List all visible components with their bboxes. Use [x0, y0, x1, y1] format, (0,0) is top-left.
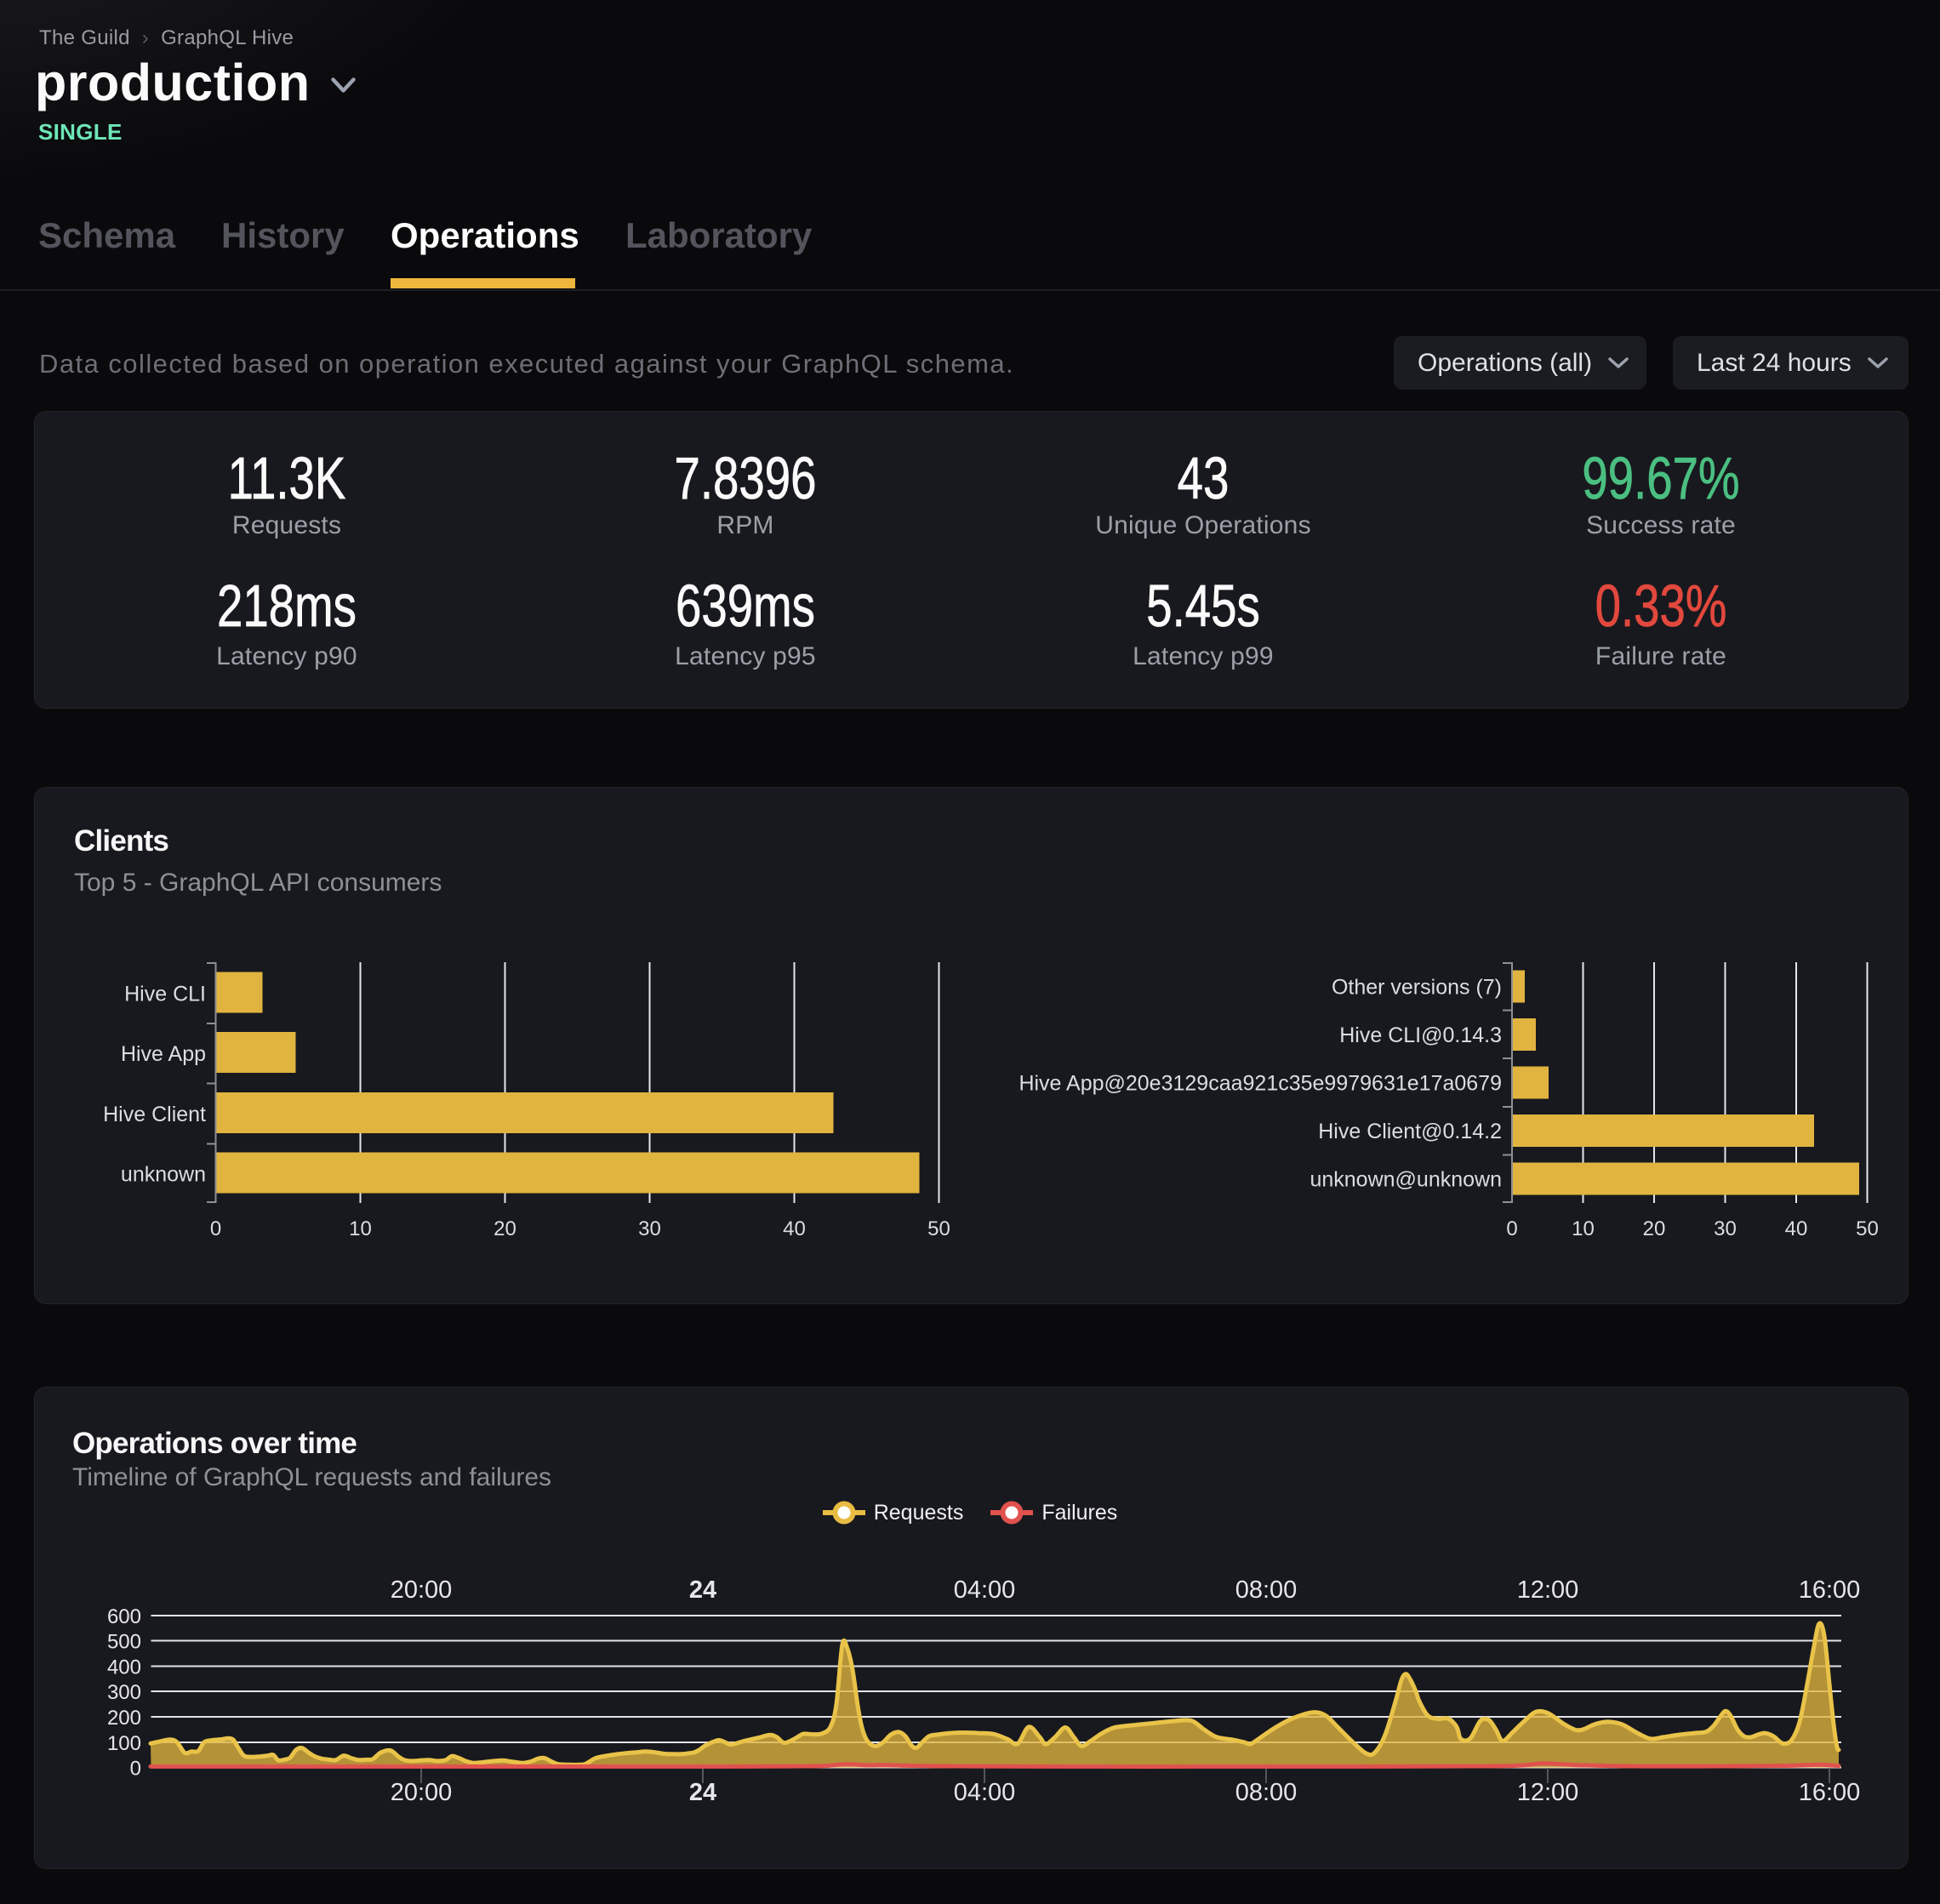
svg-text:30: 30 [638, 1217, 661, 1240]
svg-text:0: 0 [210, 1217, 221, 1240]
svg-text:16:00: 16:00 [1799, 1779, 1861, 1806]
svg-text:0: 0 [1506, 1217, 1517, 1240]
svg-text:unknown: unknown [121, 1163, 206, 1187]
svg-text:100: 100 [107, 1732, 141, 1755]
svg-text:Other versions (7): Other versions (7) [1332, 975, 1502, 999]
svg-text:Hive CLI: Hive CLI [124, 982, 206, 1006]
svg-text:300: 300 [107, 1681, 141, 1704]
svg-text:Hive App: Hive App [121, 1042, 206, 1066]
svg-text:12:00: 12:00 [1517, 1779, 1579, 1806]
svg-text:0: 0 [130, 1758, 141, 1781]
svg-text:50: 50 [1856, 1217, 1879, 1240]
svg-text:20:00: 20:00 [391, 1779, 453, 1806]
svg-text:unknown@unknown: unknown@unknown [1310, 1168, 1502, 1192]
svg-text:50: 50 [927, 1217, 950, 1240]
svg-text:500: 500 [107, 1631, 141, 1654]
svg-text:10: 10 [349, 1217, 372, 1240]
svg-text:600: 600 [107, 1605, 141, 1628]
svg-text:20: 20 [1643, 1217, 1666, 1240]
svg-text:40: 40 [783, 1217, 806, 1240]
svg-text:Hive Client@0.14.2: Hive Client@0.14.2 [1318, 1120, 1502, 1143]
svg-text:12:00: 12:00 [1517, 1576, 1579, 1604]
svg-text:04:00: 04:00 [954, 1779, 1016, 1806]
svg-text:20:00: 20:00 [391, 1576, 453, 1604]
svg-text:10: 10 [1572, 1217, 1595, 1240]
svg-text:08:00: 08:00 [1235, 1576, 1298, 1604]
svg-text:24: 24 [689, 1779, 716, 1806]
svg-text:Hive App@20e3129caa921c35e9979: Hive App@20e3129caa921c35e9979631e17a067… [1018, 1072, 1502, 1096]
svg-text:Hive CLI@0.14.3: Hive CLI@0.14.3 [1339, 1023, 1502, 1047]
svg-text:20: 20 [494, 1217, 516, 1240]
svg-text:24: 24 [689, 1576, 716, 1604]
svg-text:40: 40 [1785, 1217, 1808, 1240]
svg-text:04:00: 04:00 [954, 1576, 1016, 1604]
svg-text:200: 200 [107, 1707, 141, 1730]
svg-text:400: 400 [107, 1656, 141, 1679]
svg-text:16:00: 16:00 [1799, 1576, 1861, 1604]
svg-text:08:00: 08:00 [1235, 1779, 1298, 1806]
svg-text:30: 30 [1714, 1217, 1737, 1240]
svg-text:Hive Client: Hive Client [103, 1103, 206, 1126]
